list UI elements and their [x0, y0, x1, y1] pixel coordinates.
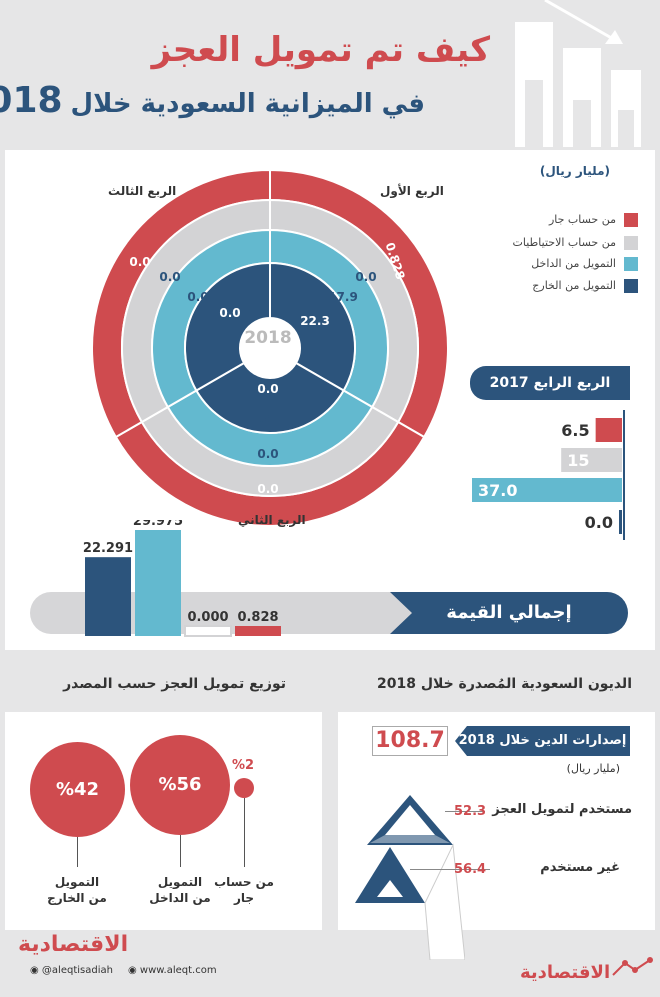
- quarter-label-q2: الربع الثاني: [238, 513, 306, 527]
- bubble-domestic: %56: [130, 735, 230, 835]
- legend-label: التمويل من الداخل: [531, 257, 616, 270]
- globe-icon: ◉: [128, 965, 140, 976]
- debt-used-label: مستخدم لتمويل العجز: [492, 802, 632, 817]
- ring-center: [240, 318, 300, 378]
- subtitle-text: في الميزانية السعودية خلال: [70, 89, 425, 119]
- label-line: من حساب: [214, 875, 274, 889]
- ring-value-q1-domestic: 17.9: [328, 290, 358, 304]
- connector-line: [445, 811, 485, 812]
- footer-twitter[interactable]: ◉ @aleqtisadiah: [30, 965, 113, 976]
- bubble-label-domestic: التمويل من الداخل: [140, 874, 220, 906]
- header-bars-graphic: [515, 0, 641, 147]
- bubble-current-pct: %2: [232, 758, 255, 773]
- ring-value-q2-reserves: 0.0: [257, 447, 279, 461]
- ring-value-q3-current: 0.0: [129, 255, 151, 269]
- q4-bar-chart: 6.5 15 37.0 0.0: [472, 410, 625, 540]
- legend-label: من حساب الاحتياطيات: [512, 236, 616, 249]
- debt-pyramid: [355, 795, 465, 960]
- bubble-external: %42: [30, 742, 125, 837]
- ring-value-q2-external: 0.0: [257, 382, 279, 396]
- bubble-current: [234, 778, 254, 798]
- footer-line-icon: [612, 957, 653, 976]
- debt-used-value: 52.3: [454, 804, 487, 819]
- label-line: التمويل: [54, 875, 100, 889]
- q4-bar-label-1: 15: [567, 451, 589, 470]
- connector-line: [180, 835, 181, 867]
- ring-center-year: 2018: [244, 328, 292, 348]
- ring-value-q3-domestic: 0.0: [187, 290, 209, 304]
- q4-bar-1: [561, 448, 622, 472]
- legend-swatch: [624, 279, 638, 293]
- totals-bar-chart: 22.291 29.975 0.000 0.828: [83, 520, 281, 637]
- debt-unused-label: غير مستخدم: [540, 860, 620, 875]
- ring-chart: [91, 168, 449, 527]
- label-line: من الخارج: [47, 891, 107, 905]
- debt-title-text: الديون السعودية المُصدرة خلال: [420, 676, 632, 692]
- ring-value-q2-current: 0.0: [257, 482, 279, 496]
- legend-item-domestic: التمويل من الداخل: [531, 257, 638, 273]
- label-line: التمويل: [157, 875, 203, 889]
- debt-header-year: 2018: [458, 733, 495, 748]
- footer-logo-right: الاقتصادية: [520, 962, 611, 983]
- legend-item-current: من حساب جار: [549, 213, 638, 229]
- ring-value-q1-external: 22.3: [300, 314, 330, 328]
- quarter-label-q1: الربع الأول: [380, 184, 444, 198]
- ring-value-q3-reserves: 0.0: [159, 270, 181, 284]
- debt-total-value: 108.7: [372, 726, 448, 756]
- debt-title-year: 2018: [376, 676, 416, 692]
- distribution-title: توزيع تمويل العجز حسب المصدر: [63, 676, 286, 692]
- twitter-handle: @aleqtisadiah: [41, 965, 113, 976]
- quarter-label-q3: الربع الثالث: [108, 184, 177, 198]
- legend-item-external: التمويل من الخارج: [532, 279, 638, 295]
- debt-unit: (مليار ريال): [566, 762, 620, 775]
- legend-label: من حساب جار: [548, 213, 616, 226]
- total-bar-2: [184, 625, 232, 637]
- subtitle-year: 2018: [0, 80, 63, 121]
- q4-bar-label-3: 0.0: [585, 513, 613, 532]
- legend-swatch: [624, 257, 638, 271]
- legend-swatch: [624, 213, 638, 227]
- total-bar-1: [135, 530, 181, 636]
- label-line: جار: [233, 891, 255, 905]
- page-title: كيف تم تمويل العجز: [151, 30, 490, 70]
- debt-header: إصدارات الدين خلال 2018: [455, 726, 630, 756]
- q4-bar-label-2: 37.0: [478, 481, 517, 500]
- website-url: www.aleqt.com: [139, 965, 217, 976]
- debt-unused-value: 56.4: [454, 862, 487, 877]
- legend-swatch: [624, 236, 638, 250]
- q4-header-text: الربع الرابع: [533, 375, 611, 391]
- legend-item-reserves: من حساب الاحتياطيات: [513, 236, 638, 252]
- footer-website[interactable]: ◉ www.aleqt.com: [128, 965, 217, 976]
- bubble-label-current: من حساب جار: [214, 874, 274, 906]
- ring-value-q1-reserves: 0.0: [355, 270, 377, 284]
- total-bar-0: [85, 557, 131, 636]
- q4-bar-0: [595, 418, 622, 442]
- twitter-icon: ◉: [30, 965, 42, 976]
- total-bar-3: [235, 626, 281, 636]
- ring-value-q3-external: 0.0: [219, 306, 241, 320]
- bubble-label-external: التمويل من الخارج: [37, 874, 117, 906]
- q4-2017-header: الربع الرابع 2017: [470, 366, 630, 400]
- q4-bar-label-0: 6.5: [561, 421, 589, 440]
- total-bar-label-2: 0.000: [187, 610, 228, 625]
- q4-bar-2: [472, 478, 622, 502]
- debt-header-text: إصدارات الدين خلال: [499, 733, 627, 748]
- totals-label: إجمالي القيمة: [390, 592, 628, 634]
- total-bar-label-3: 0.828: [237, 610, 278, 625]
- ring-value-q2-domestic: 12.1: [253, 412, 283, 426]
- connector-line: [77, 837, 78, 867]
- total-bar-label-0: 22.291: [83, 541, 133, 556]
- label-line: من الداخل: [149, 891, 211, 905]
- connector-line: [410, 869, 490, 870]
- q4-bar-3: [619, 510, 622, 534]
- debt-title: الديون السعودية المُصدرة خلال 2018: [377, 676, 632, 692]
- total-bar-label-1: 29.975: [133, 520, 183, 529]
- footer-logo-left: الاقتصادية: [18, 932, 129, 957]
- unit-label: (مليار ريال): [539, 164, 610, 178]
- legend-label: التمويل من الخارج: [532, 279, 616, 292]
- q4-header-year: 2017: [489, 375, 529, 391]
- connector-line: [244, 798, 245, 867]
